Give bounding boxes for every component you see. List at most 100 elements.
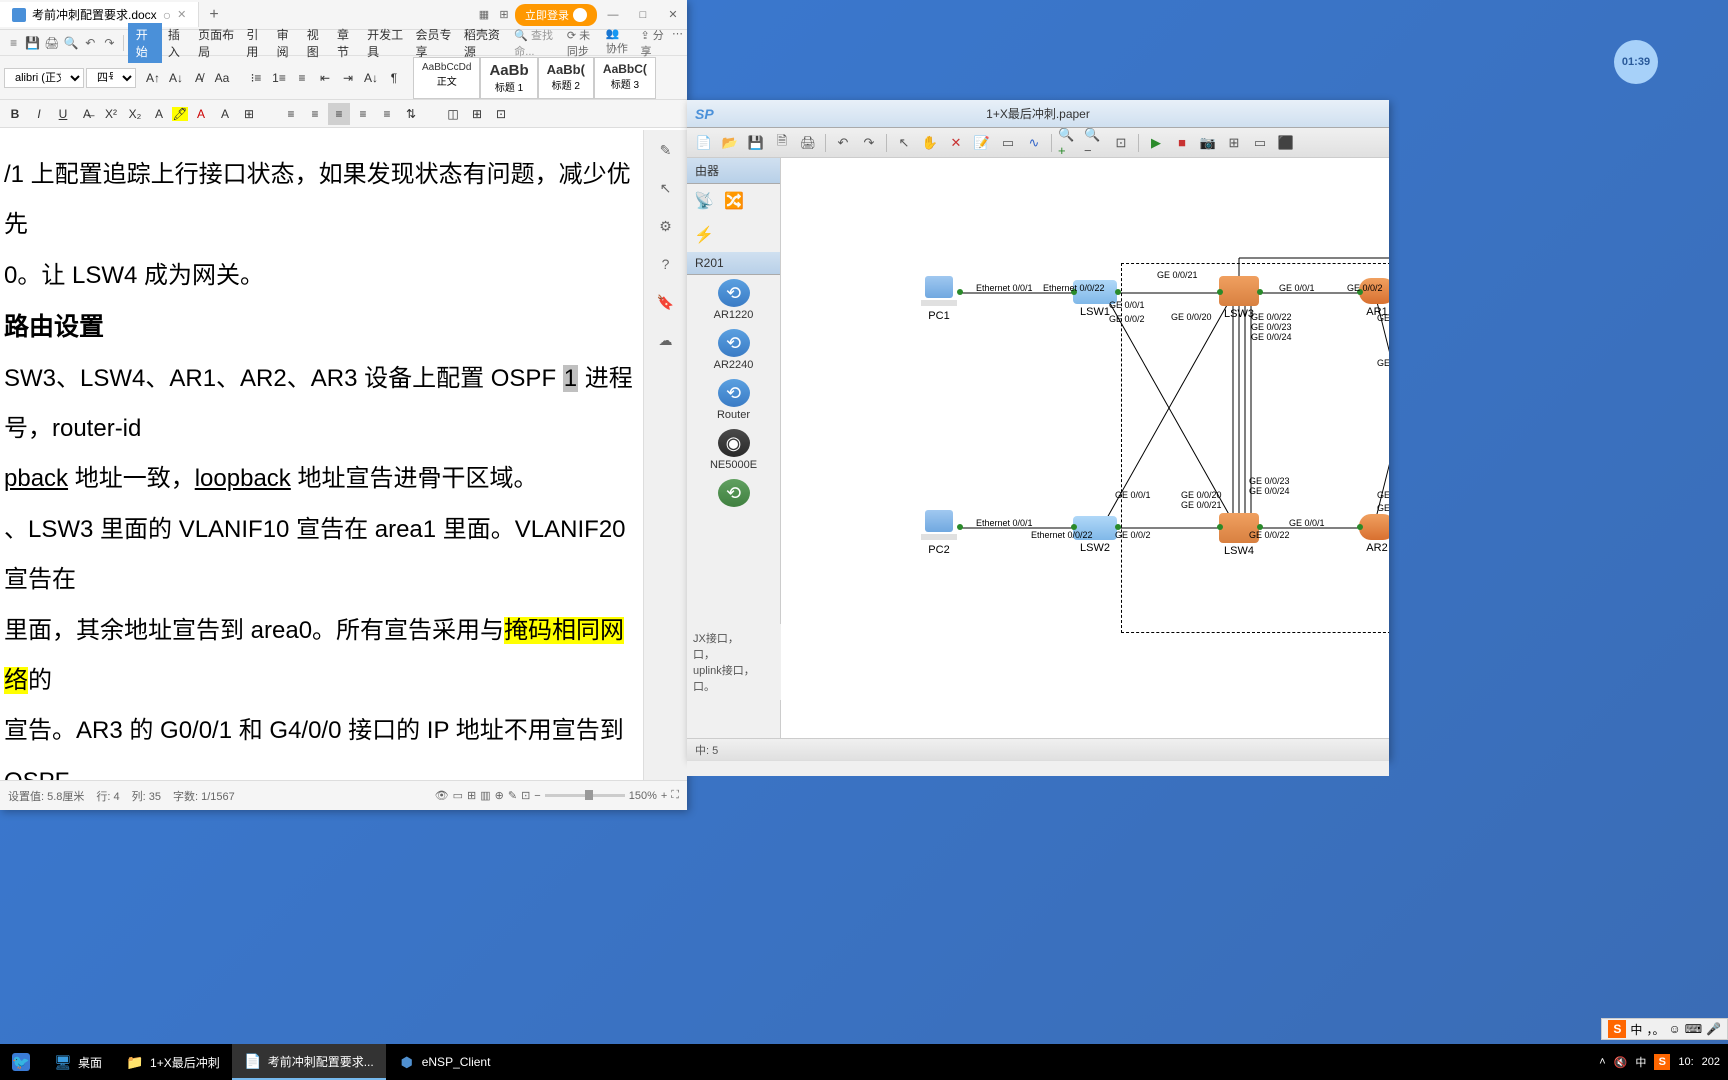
zoom-slider[interactable] bbox=[545, 794, 625, 797]
menu-icon[interactable]: ≡ bbox=[6, 33, 21, 53]
node-pc2[interactable]: PC2 bbox=[921, 510, 957, 556]
delete-icon[interactable]: ✕ bbox=[945, 132, 967, 154]
increase-font-icon[interactable]: A↑ bbox=[142, 67, 164, 89]
ensp-scrollbar[interactable] bbox=[687, 760, 1389, 776]
link-icon[interactable]: ∿ bbox=[1023, 132, 1045, 154]
pointer-icon[interactable]: ↖ bbox=[893, 132, 915, 154]
minimize-button[interactable]: — bbox=[599, 5, 627, 25]
borders-button[interactable]: ⊞ bbox=[466, 103, 488, 125]
text-line[interactable]: /1 上配置追踪上行接口状态，如果发现状态有问题，减少优先 bbox=[4, 150, 643, 251]
device-ne5000e[interactable]: ◉ NE5000E bbox=[691, 429, 776, 471]
search-header[interactable]: R201 bbox=[687, 252, 780, 275]
ime-toolbar[interactable]: S 中 ，。 ☺ ⌨ 🎤 bbox=[1601, 1018, 1728, 1040]
bold-button[interactable]: B bbox=[4, 103, 26, 125]
style-normal[interactable]: AaBbCcDd 正文 bbox=[413, 57, 480, 99]
login-button[interactable]: 立即登录 bbox=[515, 4, 597, 26]
tray-chevron-icon[interactable]: ˄ bbox=[1599, 1056, 1605, 1068]
menu-review[interactable]: 审阅 bbox=[271, 23, 301, 63]
taskbar-app[interactable]: 🐦 bbox=[0, 1044, 42, 1080]
align-right-button[interactable]: ≡ bbox=[328, 103, 350, 125]
search-box[interactable]: 🔍 查找命... bbox=[506, 27, 567, 59]
switch-cat-icon[interactable]: 🔀 bbox=[721, 188, 747, 214]
menu-dev[interactable]: 开发工具 bbox=[361, 23, 409, 63]
menu-ref[interactable]: 引用 bbox=[240, 23, 270, 63]
open-icon[interactable]: 📂 bbox=[719, 132, 741, 154]
style-h3[interactable]: AaBbC( 标题 3 bbox=[594, 57, 656, 99]
font-size-select[interactable]: 四号 bbox=[86, 68, 136, 88]
sub-button[interactable]: X₂ bbox=[124, 103, 146, 125]
fullscreen-button[interactable]: ⛶ bbox=[671, 789, 679, 802]
shape-icon[interactable]: ▭ bbox=[997, 132, 1019, 154]
print-icon[interactable]: 🖨 bbox=[44, 33, 59, 53]
ime-mode[interactable]: 中 bbox=[1630, 1021, 1642, 1038]
tray-time[interactable]: 10: bbox=[1678, 1056, 1693, 1068]
fit-icon[interactable]: ⊡ bbox=[1110, 132, 1132, 154]
view-icon[interactable]: 👁 bbox=[435, 789, 449, 802]
text-line[interactable]: SW3、LSW4、AR1、AR2、AR3 设备上配置 OSPF 1 进程号，ro… bbox=[4, 354, 643, 455]
taskbar-wps[interactable]: 📄 考前冲刺配置要求... bbox=[232, 1044, 386, 1080]
saveall-icon[interactable]: 🗎 bbox=[771, 132, 793, 154]
settings-icon[interactable]: ⚙ bbox=[654, 214, 678, 238]
start-icon[interactable]: ▶ bbox=[1145, 132, 1167, 154]
style-h2[interactable]: AaBb( 标题 2 bbox=[538, 57, 594, 99]
show-marks-icon[interactable]: ¶ bbox=[383, 67, 405, 89]
taskbar-ensp[interactable]: ⬢ eNSP_Client bbox=[386, 1044, 503, 1080]
save-icon[interactable]: 💾 bbox=[745, 132, 767, 154]
indent-dec-icon[interactable]: ⇤ bbox=[314, 67, 336, 89]
pencil-icon[interactable]: ✎ bbox=[654, 138, 678, 162]
undo-icon[interactable]: ↶ bbox=[83, 33, 98, 53]
zoomin-icon[interactable]: 🔍+ bbox=[1058, 132, 1080, 154]
zoom-in-button[interactable]: + bbox=[661, 790, 667, 802]
node-ar2[interactable]: AR2 bbox=[1359, 514, 1389, 554]
text-line[interactable]: 宣告。AR3 的 G0/0/1 和 G4/0/0 接口的 IP 地址不用宣告到 … bbox=[4, 706, 643, 780]
tray-volume-icon[interactable]: 🔇 bbox=[1614, 1056, 1628, 1069]
device-more[interactable]: ⟲ bbox=[691, 479, 776, 507]
share-button[interactable]: ⇪ 分享 bbox=[641, 27, 665, 59]
topology-canvas[interactable]: PC1 PC2 LSW1 LSW2 LSW3 LSW4 bbox=[781, 158, 1389, 738]
preview-icon[interactable]: 🔍 bbox=[64, 33, 79, 53]
heading[interactable]: 路由设置 bbox=[4, 301, 643, 354]
text-line[interactable]: 、LSW3 里面的 VLANIF10 宣告在 area1 里面。VLANIF20… bbox=[4, 505, 643, 606]
menu-view[interactable]: 视图 bbox=[301, 23, 331, 63]
style-h1[interactable]: AaBb 标题 1 bbox=[480, 57, 537, 99]
list-bullet-icon[interactable]: ⁝≡ bbox=[245, 67, 267, 89]
view-mode-5[interactable]: ✎ bbox=[508, 789, 517, 802]
taskbar-folder[interactable]: 📁 1+X最后冲刺 bbox=[114, 1044, 232, 1080]
menu-layout[interactable]: 页面布局 bbox=[192, 23, 240, 63]
tool3-icon[interactable]: ⬛ bbox=[1275, 132, 1297, 154]
font-family-select[interactable]: alibri (正文) bbox=[4, 68, 84, 88]
view-mode-2[interactable]: ⊞ bbox=[467, 789, 476, 802]
highlight-button[interactable]: 🖊 bbox=[172, 107, 188, 121]
zoom-out-button[interactable]: − bbox=[534, 790, 540, 802]
node-pc1[interactable]: PC1 bbox=[921, 276, 957, 322]
print-icon[interactable]: 🖨 bbox=[797, 132, 819, 154]
redo-icon[interactable]: ↷ bbox=[858, 132, 880, 154]
new-icon[interactable]: 📄 bbox=[693, 132, 715, 154]
help-icon[interactable]: ? bbox=[654, 252, 678, 276]
cloud-icon[interactable]: ☁ bbox=[654, 328, 678, 352]
device-router[interactable]: ⟲ Router bbox=[691, 379, 776, 421]
close-button[interactable]: ✕ bbox=[659, 5, 687, 25]
indent-inc-icon[interactable]: ⇥ bbox=[337, 67, 359, 89]
tool1-icon[interactable]: ⊞ bbox=[1223, 132, 1245, 154]
text-effect-button[interactable]: A bbox=[148, 103, 170, 125]
shading-button[interactable]: A bbox=[214, 103, 236, 125]
align-dist-button[interactable]: ≡ bbox=[376, 103, 398, 125]
view-mode-3[interactable]: ▥ bbox=[480, 789, 490, 802]
ime-keyboard-icon[interactable]: ⌨ bbox=[1685, 1022, 1702, 1036]
font-color-button[interactable]: A bbox=[190, 103, 212, 125]
grid-icon[interactable]: ▦ bbox=[475, 6, 493, 24]
undo-icon[interactable]: ↶ bbox=[832, 132, 854, 154]
cursor-icon[interactable]: ↖ bbox=[654, 176, 678, 200]
line-spacing-button[interactable]: ⇅ bbox=[400, 103, 422, 125]
align-left-button[interactable]: ≡ bbox=[280, 103, 302, 125]
tab-close-icon[interactable]: ✕ bbox=[177, 8, 186, 21]
italic-button[interactable]: I bbox=[28, 103, 50, 125]
more-icon[interactable]: ⋯ bbox=[672, 27, 683, 59]
ime-emoji-icon[interactable]: ☺ bbox=[1668, 1022, 1680, 1036]
maximize-button[interactable]: □ bbox=[629, 5, 657, 25]
save-icon[interactable]: 💾 bbox=[25, 33, 40, 53]
bookmark-icon[interactable]: 🔖 bbox=[654, 290, 678, 314]
tray-ime-icon[interactable]: 中 bbox=[1635, 1054, 1646, 1070]
document-content[interactable]: /1 上配置追踪上行接口状态，如果发现状态有问题，减少优先 0。让 LSW4 成… bbox=[0, 130, 643, 780]
